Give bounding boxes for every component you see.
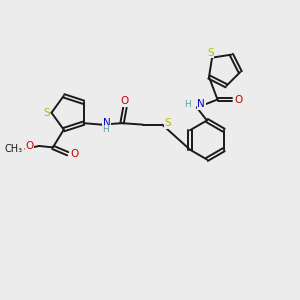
Text: H: H [103, 125, 109, 134]
Text: O: O [26, 141, 34, 151]
Text: O: O [121, 96, 129, 106]
Text: S: S [164, 118, 171, 128]
Text: CH₃: CH₃ [4, 144, 22, 154]
Text: N: N [103, 118, 110, 128]
Text: H: H [184, 100, 191, 109]
Text: O: O [70, 149, 78, 159]
Text: S: S [207, 47, 214, 58]
Text: O: O [234, 94, 242, 104]
Text: N: N [197, 99, 205, 109]
Text: S: S [43, 108, 50, 118]
